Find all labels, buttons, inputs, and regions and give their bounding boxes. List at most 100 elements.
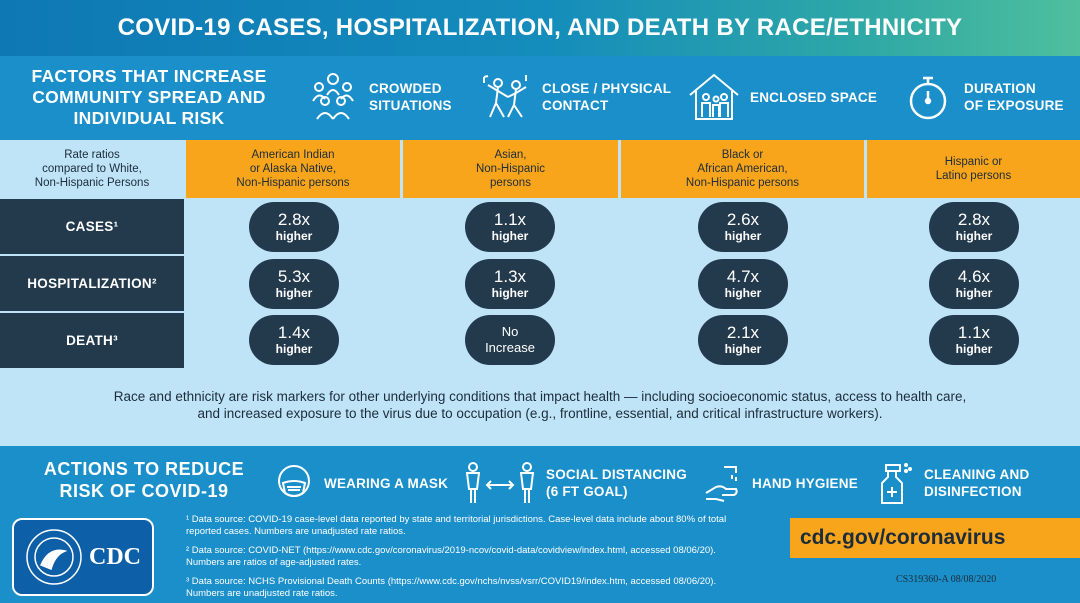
factor-enclosed-space: ENCLOSED SPACE xyxy=(686,68,877,126)
note-line: and increased exposure to the virus due … xyxy=(197,406,883,421)
col-header-line: Black or xyxy=(721,149,764,161)
rate-pill: 1.1x higher xyxy=(465,202,555,252)
col-header-hispanic: Hispanic or Latino persons xyxy=(867,140,1080,198)
factor-duration: DURATION OF EXPOSURE xyxy=(900,68,1064,126)
rate-value: 4.7x xyxy=(726,267,760,286)
distancing-icon xyxy=(462,461,538,505)
rate-pill: 1.3x higher xyxy=(465,259,555,309)
rate-value: 2.8x xyxy=(957,210,991,229)
action-mask: WEARING A MASK xyxy=(272,458,448,508)
dancing-icon xyxy=(478,69,534,125)
footnote-line: reported cases. Numbers are unadjusted r… xyxy=(186,526,406,537)
rate-pill: 2.1x higher xyxy=(698,315,788,365)
footnote-line: Numbers are unadjusted rate ratios. xyxy=(186,588,338,599)
mask-icon xyxy=(272,461,316,505)
col-header-line: Non-Hispanic xyxy=(475,163,546,175)
rate-header-line: Non-Hispanic Persons xyxy=(34,177,150,189)
factor-close-line2: CONTACT xyxy=(542,98,609,113)
rate-value: 4.6x xyxy=(957,267,991,286)
col-header-line: Non-Hispanic persons xyxy=(236,177,350,189)
rate-qualifier: higher xyxy=(724,229,762,243)
note-line: Race and ethnicity are risk markers for … xyxy=(113,389,967,404)
cdc-logo: CDC xyxy=(12,518,154,596)
factor-duration-line1: DURATION xyxy=(964,81,1036,96)
col-header-line: Latino persons xyxy=(935,170,1012,182)
rate-qualifier: higher xyxy=(724,286,762,300)
cdc-coronavirus-link[interactable]: cdc.gov/coronavirus xyxy=(790,518,1080,558)
rate-pill: 4.7x higher xyxy=(698,259,788,309)
col-header-asian: Asian, Non-Hispanic persons xyxy=(403,140,618,198)
col-header-line: American Indian xyxy=(251,149,335,161)
factor-duration-line2: OF EXPOSURE xyxy=(964,98,1064,113)
rate-pill: 1.4x higher xyxy=(249,315,339,365)
page-title: COVID-19 CASES, HOSPITALIZATION, AND DEA… xyxy=(117,14,963,41)
rate-pill: 2.8x higher xyxy=(929,202,1019,252)
house-family-icon xyxy=(686,69,742,125)
action-distancing-line1: SOCIAL DISTANCING xyxy=(546,467,687,482)
rate-value: 5.3x xyxy=(277,267,311,286)
col-header-line: Hispanic or xyxy=(944,156,1003,168)
col-header-american-indian: American Indian or Alaska Native, Non-Hi… xyxy=(186,140,400,198)
rate-value: 1.1x xyxy=(493,210,527,229)
action-cleaning: CLEANING AND DISINFECTION xyxy=(872,458,1029,508)
rate-pill: 1.1x higher xyxy=(929,315,1019,365)
action-social-distancing: SOCIAL DISTANCING (6 FT GOAL) xyxy=(462,458,687,508)
rate-table: Rate ratios compared to White, Non-Hispa… xyxy=(0,140,1080,370)
footnote-2: ² Data source: COVID-NET (https://www.cd… xyxy=(186,545,776,569)
action-mask-label: WEARING A MASK xyxy=(324,475,449,491)
rate-qualifier: higher xyxy=(491,229,529,243)
rate-pill: 2.8x higher xyxy=(249,202,339,252)
rate-qualifier: higher xyxy=(275,342,313,356)
factor-crowded-line1: CROWDED xyxy=(369,81,442,96)
row-label-cases: CASES¹ xyxy=(0,199,184,254)
action-cleaning-line2: DISINFECTION xyxy=(924,484,1022,499)
factors-band: FACTORS THAT INCREASE COMMUNITY SPREAD A… xyxy=(0,56,1080,140)
cdc-logo-text: CDC xyxy=(89,543,141,570)
action-hygiene-label: HAND HYGIENE xyxy=(752,475,858,491)
row-label-death: DEATH³ xyxy=(0,313,184,368)
col-header-line: or Alaska Native, xyxy=(249,163,337,175)
rate-value: 2.8x xyxy=(277,210,311,229)
rate-value: 1.1x xyxy=(957,323,991,342)
footnote-3: ³ Data source: NCHS Provisional Death Co… xyxy=(186,576,776,600)
col-header-line: persons xyxy=(490,177,531,189)
action-distancing-line2: (6 FT GOAL) xyxy=(546,484,628,499)
rate-pill: 5.3x higher xyxy=(249,259,339,309)
factor-close-contact: CLOSE / PHYSICAL CONTACT xyxy=(478,68,671,126)
rate-qualifier: Increase xyxy=(485,340,535,355)
header-banner: COVID-19 CASES, HOSPITALIZATION, AND DEA… xyxy=(0,0,1080,56)
rate-qualifier: higher xyxy=(955,342,993,356)
crowd-icon xyxy=(305,69,361,125)
rate-value: No xyxy=(501,324,519,339)
col-header-line: African American, xyxy=(697,163,788,175)
handwash-icon xyxy=(700,461,744,505)
spray-bottle-icon xyxy=(872,461,916,505)
rate-pill-no-increase: No Increase xyxy=(465,315,555,365)
rate-qualifier: higher xyxy=(491,286,529,300)
rate-pill: 4.6x higher xyxy=(929,259,1019,309)
action-hand-hygiene: HAND HYGIENE xyxy=(700,458,858,508)
footnote-line: ¹ Data source: COVID-19 case-level data … xyxy=(186,514,727,525)
col-header-black: Black or African American, Non-Hispanic … xyxy=(621,140,864,198)
factors-title: FACTORS THAT INCREASE COMMUNITY SPREAD A… xyxy=(31,66,267,128)
rate-value: 1.3x xyxy=(493,267,527,286)
footnote-line: ² Data source: COVID-NET (https://www.cd… xyxy=(186,545,716,556)
rate-value: 2.1x xyxy=(726,323,760,342)
risk-marker-note: Race and ethnicity are risk markers for … xyxy=(0,370,1080,446)
col-header-line: Non-Hispanic persons xyxy=(685,177,800,189)
rate-value: 1.4x xyxy=(277,323,311,342)
rate-qualifier: higher xyxy=(955,286,993,300)
factor-crowded: CROWDED SITUATIONS xyxy=(305,68,452,126)
factor-crowded-line2: SITUATIONS xyxy=(369,98,452,113)
rate-qualifier: higher xyxy=(955,229,993,243)
col-header-line: Asian, xyxy=(494,149,527,161)
document-code: CS319360-A 08/08/2020 xyxy=(896,574,997,585)
rate-value: 2.6x xyxy=(726,210,760,229)
footnote-1: ¹ Data source: COVID-19 case-level data … xyxy=(186,514,776,538)
actions-band: ACTIONS TO REDUCE RISK OF COVID-19 WEARI… xyxy=(0,446,1080,603)
rate-header-line: compared to White, xyxy=(42,163,142,175)
rate-ratio-header: Rate ratios compared to White, Non-Hispa… xyxy=(0,140,184,198)
footnote-line: Numbers are ratios of age-adjusted rates… xyxy=(186,557,362,568)
stopwatch-icon xyxy=(900,69,956,125)
row-label-hospitalization: HOSPITALIZATION² xyxy=(0,256,184,311)
